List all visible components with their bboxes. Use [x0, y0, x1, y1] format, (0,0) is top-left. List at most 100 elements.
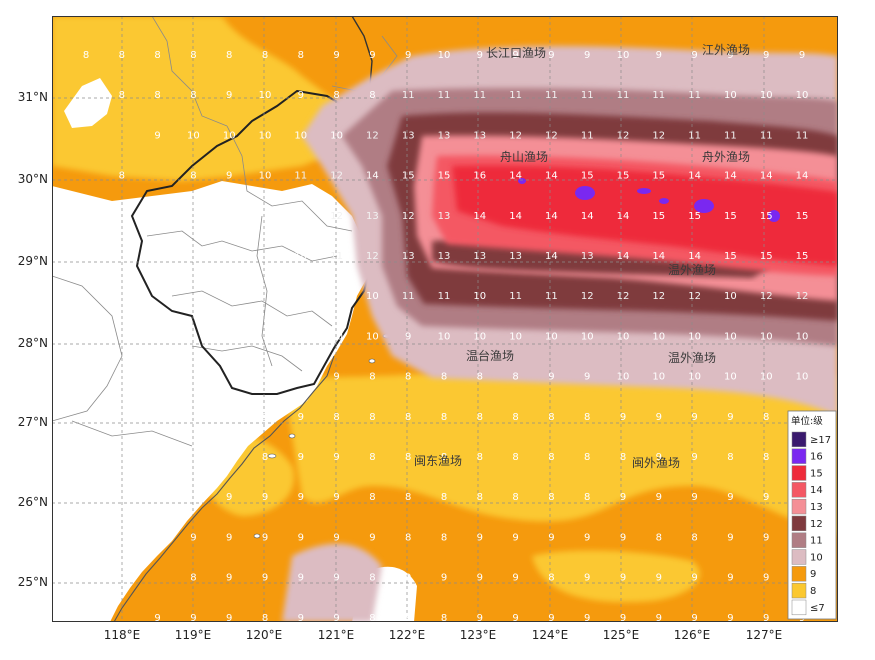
legend-label: 9 — [810, 569, 816, 580]
lat-label: 27°N — [17, 415, 48, 429]
wind-scale-value: 8 — [548, 492, 554, 503]
wind-scale-value: 8 — [548, 452, 554, 463]
wind-scale-value: 9 — [512, 50, 518, 61]
lon-label: 121°E — [317, 628, 355, 642]
wind-scale-value: 9 — [763, 492, 769, 503]
wind-scale-value: 8 — [763, 412, 769, 423]
wind-scale-value: 8 — [369, 90, 375, 101]
wind-scale-value: 9 — [405, 573, 411, 584]
wind-scale-value: 14 — [617, 211, 630, 222]
wind-scale-value: 8 — [405, 613, 411, 622]
legend-label: 14 — [810, 485, 823, 496]
wind-scale-value: 8 — [512, 412, 518, 423]
wind-scale-value: 13 — [366, 211, 379, 222]
wind-scale-value: 8 — [512, 452, 518, 463]
wind-scale-value: 9 — [477, 532, 483, 543]
legend-label: 12 — [810, 519, 823, 530]
wind-scale-value: 9 — [477, 573, 483, 584]
wind-scale-value: 9 — [656, 492, 662, 503]
wind-scale-value: 10 — [724, 90, 737, 101]
wind-scale-value: 9 — [333, 573, 339, 584]
wind-scale-value: 8 — [119, 90, 125, 101]
fishing-ground-label: 江外渔场 — [702, 43, 750, 57]
wind-scale-value: 15 — [724, 211, 737, 222]
wind-scale-value: 10 — [617, 372, 630, 383]
zone-level-15 — [452, 165, 838, 266]
wind-scale-value: 13 — [402, 251, 415, 262]
wind-scale-value: 14 — [545, 211, 558, 222]
fishing-ground-label: 长江口渔场 — [486, 46, 546, 60]
wind-scale-value: 9 — [763, 532, 769, 543]
wind-scale-value: 13 — [509, 251, 522, 262]
wind-scale-value: 9 — [584, 372, 590, 383]
fishing-ground-label: 闽东渔场 — [414, 454, 462, 468]
wind-scale-value: 13 — [438, 251, 451, 262]
wind-scale-value: 10 — [259, 90, 272, 101]
wind-scale-value: 8 — [190, 573, 196, 584]
lon-label: 122°E — [388, 628, 426, 642]
wind-scale-value: 16 — [473, 171, 486, 182]
wind-scale-value: 9 — [298, 372, 304, 383]
wind-scale-value: 9 — [226, 573, 232, 584]
wind-scale-value: 8 — [369, 613, 375, 622]
wind-scale-value: 12 — [581, 291, 594, 302]
wind-scale-value: 9 — [298, 452, 304, 463]
wind-scale-value: 11 — [438, 90, 451, 101]
wind-scale-value: 10 — [509, 331, 522, 342]
legend-label: ≥17 — [810, 435, 831, 446]
wind-scale-value: 11 — [545, 291, 558, 302]
wind-scale-value: 9 — [477, 50, 483, 61]
lat-label: 25°N — [17, 575, 48, 589]
wind-scale-value: 12 — [366, 251, 379, 262]
wind-scale-value: 12 — [330, 171, 343, 182]
wind-scale-value: 9 — [727, 50, 733, 61]
wind-scale-value: 9 — [226, 171, 232, 182]
wind-scale-value: 11 — [688, 130, 701, 141]
wind-scale-value: 14 — [760, 171, 773, 182]
wind-scale-value: 15 — [796, 251, 809, 262]
lon-label: 118°E — [103, 628, 141, 642]
wind-scale-value: 9 — [763, 573, 769, 584]
wind-scale-value: 15 — [617, 171, 630, 182]
wind-scale-value: 9 — [405, 50, 411, 61]
wind-scale-value: 8 — [441, 412, 447, 423]
wind-scale-value: 10 — [294, 211, 307, 222]
wind-scale-value: 11 — [509, 90, 522, 101]
wind-scale-value: 9 — [226, 492, 232, 503]
wind-scale-value: 8 — [262, 452, 268, 463]
wind-scale-value: 8 — [262, 613, 268, 622]
wind-scale-value: 8 — [226, 412, 232, 423]
wind-scale-value: 8 — [83, 50, 89, 61]
wind-scale-value: 9 — [298, 532, 304, 543]
wind-scale-value: 15 — [581, 171, 594, 182]
wind-scale-value: 8 — [477, 412, 483, 423]
wind-scale-value: 9 — [620, 412, 626, 423]
wind-scale-value: 12 — [330, 211, 343, 222]
lat-label: 28°N — [17, 336, 48, 350]
wind-scale-value: 14 — [509, 171, 522, 182]
wind-scale-value: 8 — [154, 90, 160, 101]
wind-scale-value: 9 — [333, 532, 339, 543]
fishing-ground-label: 舟山渔场 — [500, 150, 548, 164]
wind-scale-value: 11 — [581, 90, 594, 101]
wind-scale-value: 8 — [369, 492, 375, 503]
wind-scale-value: 10 — [760, 90, 773, 101]
wind-scale-value: 9 — [691, 452, 697, 463]
wind-scale-value: 8 — [477, 492, 483, 503]
lon-label: 119°E — [174, 628, 212, 642]
wind-scale-value: 8 — [369, 573, 375, 584]
wind-scale-value: 10 — [724, 372, 737, 383]
wind-scale-value: 12 — [652, 130, 665, 141]
legend-swatch — [791, 582, 807, 599]
wind-scale-value: 11 — [688, 90, 701, 101]
legend-swatch — [791, 515, 807, 532]
wind-scale-value: 11 — [581, 130, 594, 141]
wind-scale-value: 10 — [473, 291, 486, 302]
wind-scale-value: 9 — [298, 90, 304, 101]
wind-scale-value: 11 — [545, 90, 558, 101]
wind-scale-value: 10 — [652, 331, 665, 342]
wind-scale-value: 15 — [760, 251, 773, 262]
wind-scale-value: 12 — [652, 291, 665, 302]
wind-scale-value: 15 — [724, 251, 737, 262]
wind-scale-value: 11 — [402, 90, 415, 101]
